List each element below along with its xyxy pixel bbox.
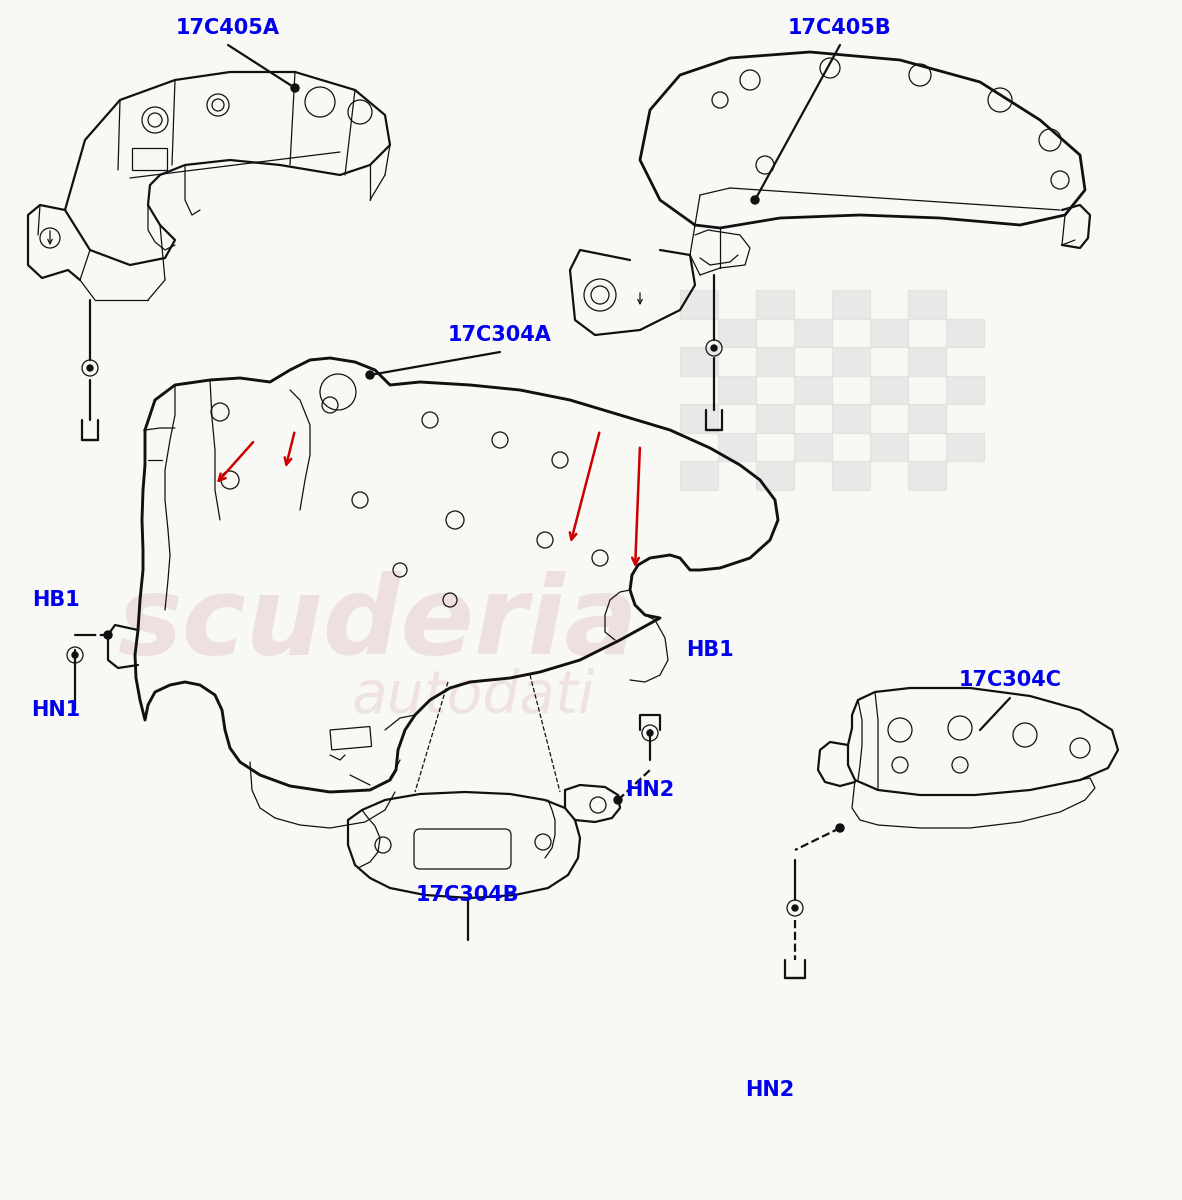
Bar	[832, 461, 870, 490]
Circle shape	[291, 84, 299, 92]
Circle shape	[613, 796, 622, 804]
Text: 17C405B: 17C405B	[788, 18, 892, 38]
Text: HN2: HN2	[625, 780, 675, 800]
Circle shape	[647, 730, 652, 736]
Text: 17C304C: 17C304C	[959, 670, 1061, 690]
Bar	[794, 318, 832, 347]
Text: autodati: autodati	[351, 667, 595, 725]
Circle shape	[792, 905, 798, 911]
Bar	[946, 432, 983, 461]
Bar	[717, 432, 756, 461]
Bar	[756, 290, 794, 318]
Bar	[680, 461, 717, 490]
Text: HN1: HN1	[32, 700, 80, 720]
Bar	[870, 432, 908, 461]
Circle shape	[72, 652, 78, 658]
Circle shape	[87, 365, 93, 371]
Bar	[908, 404, 946, 432]
Circle shape	[836, 824, 844, 832]
Bar	[330, 726, 371, 750]
Text: HB1: HB1	[686, 640, 734, 660]
Bar	[870, 318, 908, 347]
Bar	[832, 404, 870, 432]
Bar	[908, 290, 946, 318]
Circle shape	[751, 196, 759, 204]
Bar	[794, 432, 832, 461]
Text: 17C304A: 17C304A	[448, 325, 552, 346]
Text: scuderia: scuderia	[118, 571, 638, 677]
Bar	[680, 290, 717, 318]
Bar	[756, 347, 794, 376]
Bar	[946, 376, 983, 404]
Bar	[756, 461, 794, 490]
Bar	[717, 318, 756, 347]
Bar	[132, 148, 167, 170]
Text: 17C405A: 17C405A	[176, 18, 280, 38]
Bar	[680, 347, 717, 376]
Text: HB1: HB1	[32, 590, 80, 610]
Bar	[680, 404, 717, 432]
Circle shape	[366, 371, 374, 379]
Bar	[832, 347, 870, 376]
Bar	[717, 376, 756, 404]
Circle shape	[104, 631, 112, 638]
Bar	[832, 290, 870, 318]
Bar	[870, 376, 908, 404]
Bar	[756, 404, 794, 432]
Bar	[908, 347, 946, 376]
Bar	[946, 318, 983, 347]
Text: HN2: HN2	[746, 1080, 794, 1100]
Bar	[794, 376, 832, 404]
Text: 17C304B: 17C304B	[416, 886, 520, 905]
Bar	[908, 461, 946, 490]
Circle shape	[712, 346, 717, 350]
